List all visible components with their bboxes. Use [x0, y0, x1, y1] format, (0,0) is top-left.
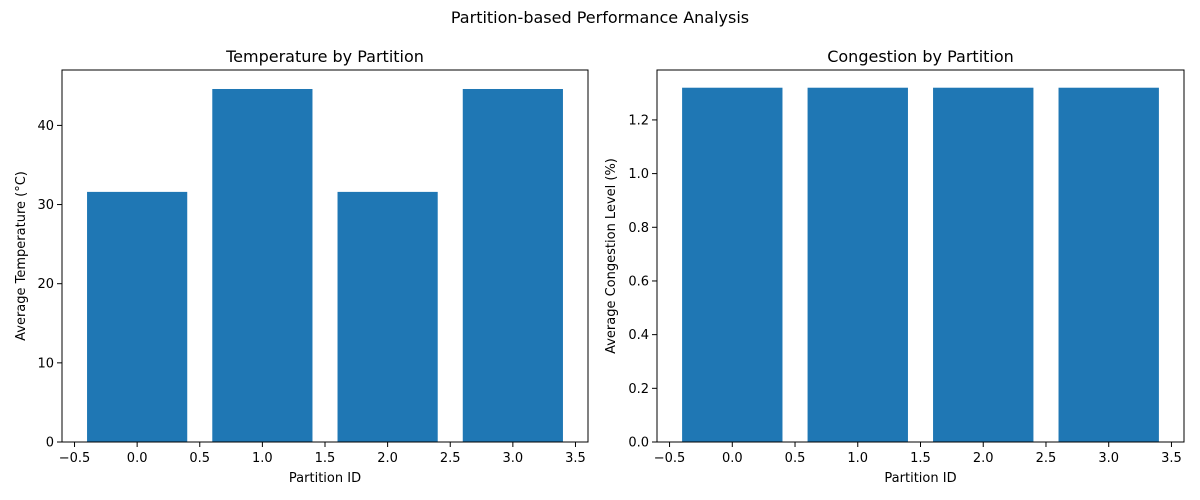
congestion-xtick-label: 1.5: [910, 451, 931, 466]
congestion-bar-partition-3: [1058, 87, 1159, 442]
temperature-chart-title: Temperature by Partition: [225, 47, 424, 66]
temperature-bar-partition-0: [87, 191, 188, 442]
congestion-xtick-label: 0.0: [722, 451, 743, 466]
congestion-chart-title: Congestion by Partition: [827, 47, 1014, 66]
temperature-bar-partition-3: [462, 88, 563, 443]
congestion-xtick-label: 3.0: [1098, 451, 1119, 466]
congestion-ytick-label: 1.0: [628, 167, 649, 182]
congestion-ytick-label: 1.2: [628, 113, 649, 128]
temperature-chart: −0.5 0.0 0.5 1.0 1.5 2.0 2.5 3.0 3.5 0 10 20 30 40 Tem…: [14, 47, 589, 486]
temperature-xtick-label: 0.5: [189, 451, 210, 466]
congestion-ytick-label: 0.4: [628, 328, 649, 343]
congestion-xtick-label: 1.0: [847, 451, 868, 466]
temperature-chart-xlabel: Partition ID: [289, 471, 361, 486]
temperature-xtick-label: 2.5: [440, 451, 461, 466]
congestion-chart-ylabel: Average Congestion Level (%): [604, 158, 619, 354]
congestion-xtick-label: −0.5: [654, 451, 686, 466]
temperature-ytick-label: 10: [37, 356, 54, 371]
temperature-xtick-label: 0.0: [127, 451, 148, 466]
temperature-ytick-label: 30: [37, 198, 54, 213]
temperature-ytick-label: 40: [37, 119, 54, 134]
temperature-chart-ylabel: Average Temperature (°C): [14, 171, 29, 341]
congestion-xtick-label: 2.0: [973, 451, 994, 466]
congestion-ytick-label: 0.8: [628, 221, 649, 236]
congestion-bar-partition-2: [933, 87, 1034, 442]
temperature-ytick-label: 0: [46, 436, 54, 451]
temperature-ytick-label: 20: [37, 277, 54, 292]
congestion-xtick-label: 3.5: [1161, 451, 1182, 466]
figure-suptitle: Partition-based Performance Analysis: [451, 8, 749, 27]
temperature-xtick-label: −0.5: [59, 451, 91, 466]
temperature-xtick-label: 3.5: [565, 451, 586, 466]
congestion-bar-partition-0: [682, 87, 783, 442]
temperature-xtick-label: 1.5: [315, 451, 336, 466]
temperature-bar-partition-1: [212, 88, 313, 443]
temperature-bar-partition-2: [337, 191, 438, 442]
congestion-xtick-label: 0.5: [785, 451, 806, 466]
congestion-ytick-label: 0.0: [628, 436, 649, 451]
congestion-chart: −0.5 0.0 0.5 1.0 1.5 2.0 2.5 3.0 3.5 0.0 0.2 0.4 0.6…: [604, 47, 1185, 486]
congestion-ytick-label: 0.2: [628, 382, 649, 397]
congestion-bar-partition-1: [807, 87, 908, 442]
congestion-xtick-label: 2.5: [1036, 451, 1057, 466]
congestion-ytick-label: 0.6: [628, 274, 649, 289]
temperature-xtick-label: 2.0: [377, 451, 398, 466]
temperature-xtick-label: 3.0: [503, 451, 524, 466]
temperature-xtick-label: 1.0: [252, 451, 273, 466]
congestion-chart-xlabel: Partition ID: [884, 471, 956, 486]
